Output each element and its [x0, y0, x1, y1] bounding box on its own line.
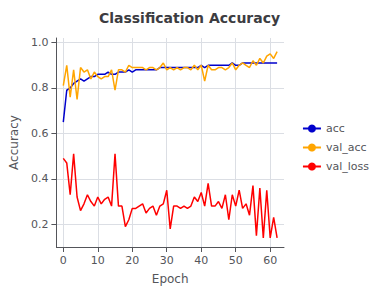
svg-text:0.4: 0.4 [31, 172, 49, 185]
svg-text:Epoch: Epoch [152, 272, 189, 286]
svg-text:0: 0 [60, 254, 67, 267]
svg-text:val_acc: val_acc [326, 141, 367, 154]
svg-text:Classification Accuracy: Classification Accuracy [99, 10, 280, 26]
svg-text:50: 50 [229, 254, 243, 267]
svg-text:0.6: 0.6 [31, 127, 49, 140]
svg-text:0.2: 0.2 [31, 218, 49, 231]
svg-text:30: 30 [160, 254, 174, 267]
svg-text:20: 20 [125, 254, 139, 267]
svg-text:val_loss: val_loss [326, 160, 369, 173]
svg-text:Accuracy: Accuracy [7, 115, 21, 170]
svg-text:0.8: 0.8 [31, 81, 49, 94]
svg-text:1.0: 1.0 [31, 36, 49, 49]
svg-text:10: 10 [91, 254, 105, 267]
svg-text:40: 40 [194, 254, 208, 267]
svg-text:acc: acc [326, 122, 345, 135]
svg-text:60: 60 [263, 254, 277, 267]
